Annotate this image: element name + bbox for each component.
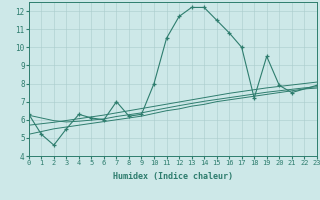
- X-axis label: Humidex (Indice chaleur): Humidex (Indice chaleur): [113, 172, 233, 181]
